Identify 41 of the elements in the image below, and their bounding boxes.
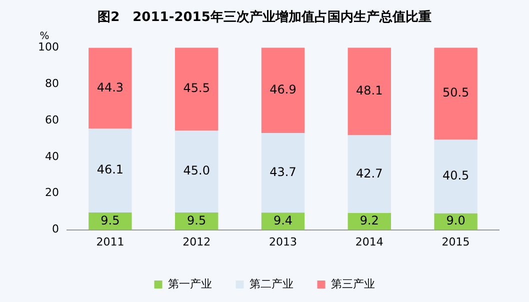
data-label: 45.0	[183, 164, 210, 178]
x-tick-label: 2015	[442, 235, 470, 248]
data-label: 45.5	[183, 81, 210, 96]
legend-label: 第一产业	[168, 277, 212, 290]
data-label: 9.2	[360, 214, 379, 228]
data-label: 9.4	[273, 213, 293, 228]
bar	[348, 135, 391, 214]
bar	[174, 48, 218, 130]
y-axis-title: %	[40, 31, 50, 42]
x-tick-label: 2014	[355, 235, 384, 248]
y-tick-label: 0	[52, 222, 59, 236]
data-label: 9.0	[446, 214, 466, 228]
legend-label: 第二产业	[249, 277, 294, 290]
x-tick-label: 2012	[182, 235, 211, 248]
data-label: 9.5	[100, 213, 120, 228]
y-tick-label: 100	[38, 40, 59, 54]
legend-label: 第三产业	[330, 277, 375, 290]
y-tick-label: 20	[44, 186, 59, 200]
y-tick-label: 40	[44, 150, 59, 163]
y-tick-label: 60	[44, 113, 59, 126]
data-label: 40.5	[442, 168, 470, 183]
x-tick-label: 2013	[269, 235, 297, 248]
bar	[88, 48, 132, 128]
data-label: 50.5	[442, 86, 470, 100]
bar	[261, 48, 305, 134]
bar	[174, 130, 218, 212]
data-label: 44.3	[96, 80, 124, 94]
bar	[348, 48, 391, 136]
y-tick-label: 80	[44, 76, 59, 90]
data-label: 43.7	[270, 164, 296, 179]
data-label: 42.7	[356, 166, 383, 180]
bar	[434, 48, 478, 140]
chart-title: 图2 2011-2015年三次产业增加值占国内生产总值比重	[98, 9, 432, 26]
bar	[88, 128, 132, 212]
bar	[434, 140, 478, 214]
x-tick-label: 2011	[96, 235, 124, 248]
bar	[261, 133, 305, 213]
data-label: 46.1	[96, 162, 124, 177]
data-label: 46.9	[270, 82, 296, 96]
data-label: 48.1	[356, 84, 383, 98]
data-label: 9.5	[187, 213, 206, 228]
